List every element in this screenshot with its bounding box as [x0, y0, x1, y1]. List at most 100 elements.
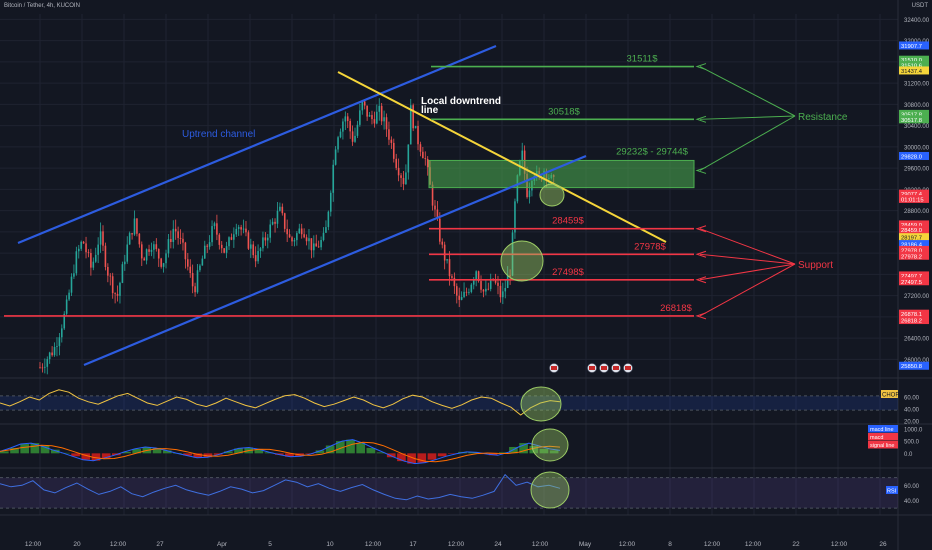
candle-body: [453, 277, 456, 287]
candle-body: [259, 248, 262, 252]
level-label-26818: 26818$: [660, 303, 692, 314]
candle-body: [485, 288, 487, 292]
candle-body: [298, 228, 301, 234]
candle-body: [109, 275, 112, 277]
candle-body: [502, 291, 504, 298]
candle-body: [281, 206, 284, 214]
price-tick: 32400.00: [904, 18, 930, 24]
currency-label: USDT: [911, 3, 928, 9]
macd-histogram-bar: [539, 448, 549, 454]
candle-body: [140, 244, 143, 259]
price-badge: 28459.0: [901, 228, 922, 234]
candle-body: [528, 190, 531, 198]
candle-body: [237, 227, 240, 229]
candle-body: [165, 253, 167, 264]
macd-histogram-bar: [325, 445, 335, 454]
macd-histogram-bar: [397, 453, 406, 462]
candle-body: [514, 201, 516, 233]
macd-histogram-bar: [549, 450, 559, 454]
price-badge-bg: [899, 251, 929, 260]
candle-body: [475, 271, 477, 280]
macd-histogram-bar: [407, 453, 416, 464]
candle-body: [351, 131, 354, 142]
macd-histogram-bar: [336, 441, 345, 454]
level-label-27978: 27978$: [634, 241, 666, 252]
candle-body: [332, 164, 335, 193]
chop-line: [0, 389, 561, 416]
price-tick: 26400.00: [904, 337, 930, 343]
macd-badge: macd: [870, 435, 883, 441]
candle-body: [99, 231, 102, 245]
candle-body: [199, 265, 201, 271]
candle-body: [412, 105, 414, 129]
price-badge: 31437.4: [901, 69, 923, 75]
candle-body: [397, 167, 400, 176]
macd-line: [0, 439, 561, 465]
level-label-31511: 31511$: [627, 54, 659, 65]
macd-histogram-bar: [132, 448, 142, 454]
price-tick: 31200.00: [904, 82, 930, 88]
candle-body: [441, 241, 444, 245]
price-badge: 26818.2: [901, 319, 922, 325]
resistance-arrow: [699, 115, 796, 120]
candle-body: [63, 313, 66, 329]
candle-body: [313, 243, 315, 251]
candle-body: [443, 244, 446, 261]
price-badge-bg: [899, 109, 929, 118]
candle-body: [187, 259, 189, 267]
price-badge: 25850.8: [901, 364, 922, 370]
time-tick: May: [579, 541, 592, 548]
candle-body: [431, 184, 434, 206]
candle-body: [346, 116, 349, 121]
candle-body: [468, 291, 470, 293]
candle-body: [303, 234, 305, 238]
candle-body: [300, 228, 303, 235]
time-tick: 24: [494, 541, 502, 548]
support-arrow: [699, 263, 796, 317]
macd-tick: 0.0: [904, 452, 913, 458]
macd-badge-bg: [868, 425, 898, 433]
rsi-line: [0, 473, 561, 501]
candle-body: [250, 244, 252, 249]
macd-badge-bg: [868, 433, 898, 441]
support-arrowhead: [695, 250, 707, 258]
candle-body: [305, 237, 308, 242]
candle-body: [172, 228, 175, 243]
price-badge-bg: [899, 151, 929, 160]
candle-body: [44, 366, 46, 368]
candle-body: [480, 281, 482, 290]
candle-body: [114, 293, 116, 294]
support-arrow: [699, 253, 796, 265]
macd-histogram-bar: [71, 453, 80, 457]
macd-histogram-bar: [101, 453, 111, 459]
candle-body: [371, 115, 373, 120]
macd-histogram-bar: [529, 446, 539, 454]
macd-histogram-bar: [356, 443, 366, 454]
macd-histogram-bar: [386, 453, 396, 458]
macd-histogram-bar: [417, 453, 427, 463]
candle-body: [128, 233, 131, 245]
resistance-arrow: [699, 115, 796, 171]
macd-histogram-bar: [437, 453, 447, 457]
candle-body: [155, 244, 158, 250]
candle-body: [279, 206, 281, 211]
price-badge-bg: [899, 245, 929, 254]
candle-body: [392, 142, 395, 159]
candle-body: [56, 346, 58, 347]
candle-body: [400, 175, 402, 178]
candle-body: [359, 110, 361, 125]
candle-body: [465, 291, 468, 293]
candle-body: [366, 105, 368, 117]
candle-body: [191, 273, 194, 287]
macd-histogram-bar: [183, 453, 192, 456]
rsi-band: [0, 477, 898, 509]
macd-histogram-bar: [448, 453, 457, 454]
resistance-arrowhead: [695, 115, 707, 123]
candle-body: [104, 245, 107, 267]
candle-body: [131, 233, 133, 235]
candle-body: [368, 115, 371, 117]
macd-histogram-bar: [203, 453, 213, 458]
macd-histogram-bar: [20, 444, 30, 454]
candle-body: [138, 233, 141, 245]
